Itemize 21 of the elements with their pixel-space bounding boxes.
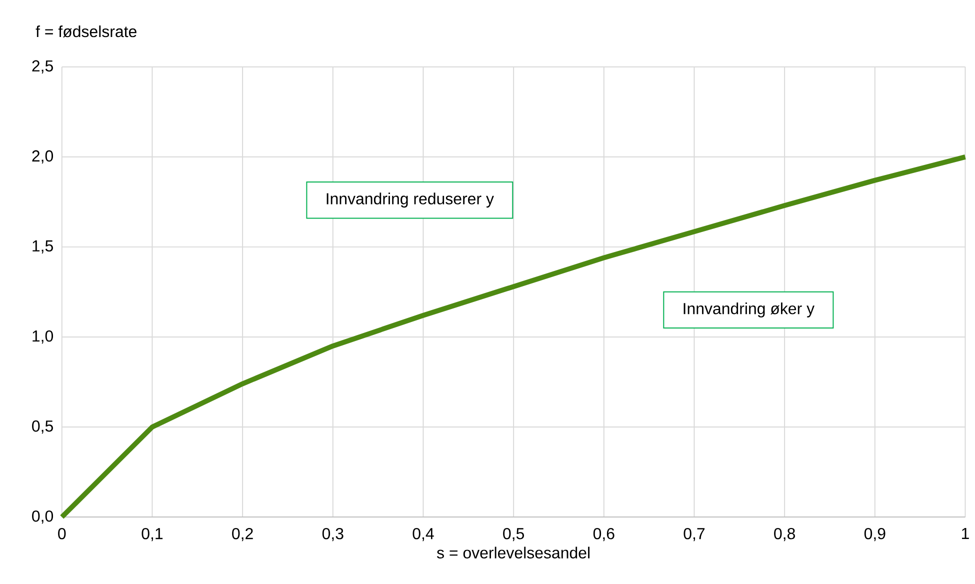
x-tick-label: 0,6 <box>593 528 614 542</box>
y-tick-label: 0,0 <box>32 510 54 524</box>
y-tick-label: 2,0 <box>32 150 54 164</box>
y-tick-label: 1,5 <box>32 240 53 254</box>
x-tick-label: 0,4 <box>412 528 434 542</box>
x-tick-label: 0,2 <box>232 528 253 542</box>
x-tick-label: 1 <box>962 528 969 539</box>
x-tick-label: 0 <box>58 528 66 540</box>
x-tick-label: 0,7 <box>684 528 705 542</box>
x-tick-label: 0,9 <box>864 528 886 542</box>
y-axis-title: f = fødselsrate <box>36 25 136 38</box>
y-tick-label: 0,5 <box>32 420 53 434</box>
y-tick-label: 1,0 <box>32 330 54 344</box>
x-axis-title: s = overlevelsesandel <box>436 546 590 558</box>
x-tick-label: 0,1 <box>142 528 163 542</box>
annotation: Innvandring øker y <box>684 302 815 318</box>
y-tick-label: 2,5 <box>32 60 53 74</box>
x-tick-label: 0,3 <box>322 528 344 542</box>
x-tick-label: 0,5 <box>503 528 524 542</box>
x-tick-label: 0,8 <box>774 528 795 542</box>
annotation: Innvandring reduserer y <box>326 192 494 208</box>
